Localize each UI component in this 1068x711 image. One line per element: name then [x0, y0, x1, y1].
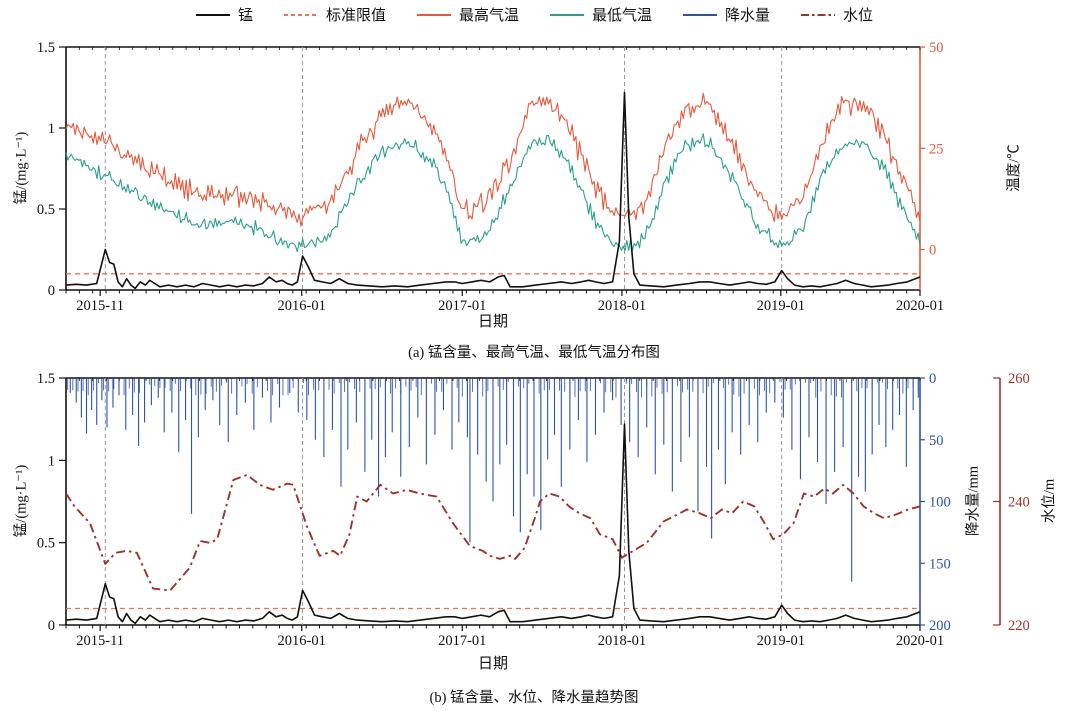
x-tick-label: 2020-01: [896, 298, 944, 314]
legend-item-precip: 降水量: [682, 4, 770, 25]
x-tick-label: 2019-01: [757, 298, 805, 314]
x-tick-label: 2015-11: [76, 633, 124, 649]
legend-label-precip: 降水量: [725, 8, 771, 24]
precip-tick-label: 100: [929, 495, 951, 511]
x-tick-label: 2016-01: [278, 633, 326, 649]
legend-label-tmax: 最高气温: [458, 8, 519, 24]
legend-line-level: [801, 13, 836, 16]
x-tick-label: 2018-01: [598, 298, 646, 314]
legend-item-level: 水位: [800, 4, 873, 25]
legend-item-limit: 标准限值: [283, 4, 386, 25]
axis-title-level: 水位/m: [1041, 478, 1058, 524]
caption-b: (b) 锰含量、水位、降水量趋势图: [429, 690, 639, 706]
min-temp-series-path: [65, 133, 921, 253]
legend-item-mn: 锰: [195, 4, 253, 25]
x-tick-label: 2017-01: [438, 633, 486, 649]
axis-title-mn-b: 锰/(mg·L⁻¹): [13, 464, 30, 538]
axis-title-mn-a: 锰/(mg·L⁻¹): [13, 131, 30, 205]
legend-line-tmin: [550, 13, 584, 16]
x-tick-label: 2017-01: [438, 298, 486, 314]
legend-line-tmax: [416, 13, 451, 16]
y-tick-label: 1.5: [37, 40, 55, 56]
x-tick-label: 2015-11: [76, 298, 124, 314]
precip-tick-label: 150: [929, 556, 951, 572]
x-tick-label: 2020-01: [896, 633, 944, 649]
temp-tick-label: 50: [929, 40, 944, 56]
level-tick-label: 260: [1008, 371, 1030, 387]
y-tick-label: 0: [48, 618, 55, 634]
y-tick-label: 0.5: [37, 536, 55, 552]
x-axis-label-a: 日期: [477, 314, 508, 330]
max-temp-series-path: [65, 92, 921, 227]
precip-tick-label: 0: [929, 371, 936, 387]
legend-label-level: 水位: [843, 8, 874, 24]
x-axis-label-b: 日期: [477, 656, 508, 672]
caption-a: (a) 锰含量、最高气温、最低气温分布图: [408, 345, 660, 361]
legend-item-tmax: 最高气温: [416, 4, 519, 25]
legend-label-mn: 锰: [237, 8, 253, 24]
temp-tick-label: 0: [929, 243, 936, 259]
mn-series-path: [65, 423, 921, 625]
axis-title-temp: 温度/℃: [1006, 144, 1023, 192]
legend-line-precip: [683, 13, 718, 16]
x-tick-label: 2018-01: [598, 633, 646, 649]
x-tick-label: 2019-01: [757, 633, 805, 649]
water-level-series-path: [65, 473, 921, 592]
level-tick-label: 220: [1008, 618, 1030, 634]
x-tick-label: 2016-01: [278, 298, 326, 314]
y-tick-label: 1.5: [37, 371, 55, 387]
y-tick-label: 0.5: [37, 202, 55, 218]
precip-tick-label: 200: [929, 618, 951, 634]
legend-line-mn: [195, 13, 230, 16]
axis-title-precip: 降水量/mm: [965, 465, 982, 537]
legend-label-limit: 标准限值: [325, 8, 386, 24]
mn-series-path: [65, 91, 921, 290]
legend-item-tmin: 最低气温: [549, 4, 652, 25]
temp-tick-label: 25: [929, 141, 944, 157]
legend: 锰 标准限值 最高气温 最低气温 降水量 水位: [0, 4, 1068, 25]
y-tick-label: 1: [48, 453, 55, 469]
y-tick-label: 0: [48, 283, 55, 299]
y-tick-label: 1: [48, 121, 55, 137]
legend-line-limit: [283, 13, 318, 16]
level-tick-label: 240: [1008, 495, 1030, 511]
legend-label-tmin: 最低气温: [592, 8, 653, 24]
precip-tick-label: 50: [929, 433, 944, 449]
